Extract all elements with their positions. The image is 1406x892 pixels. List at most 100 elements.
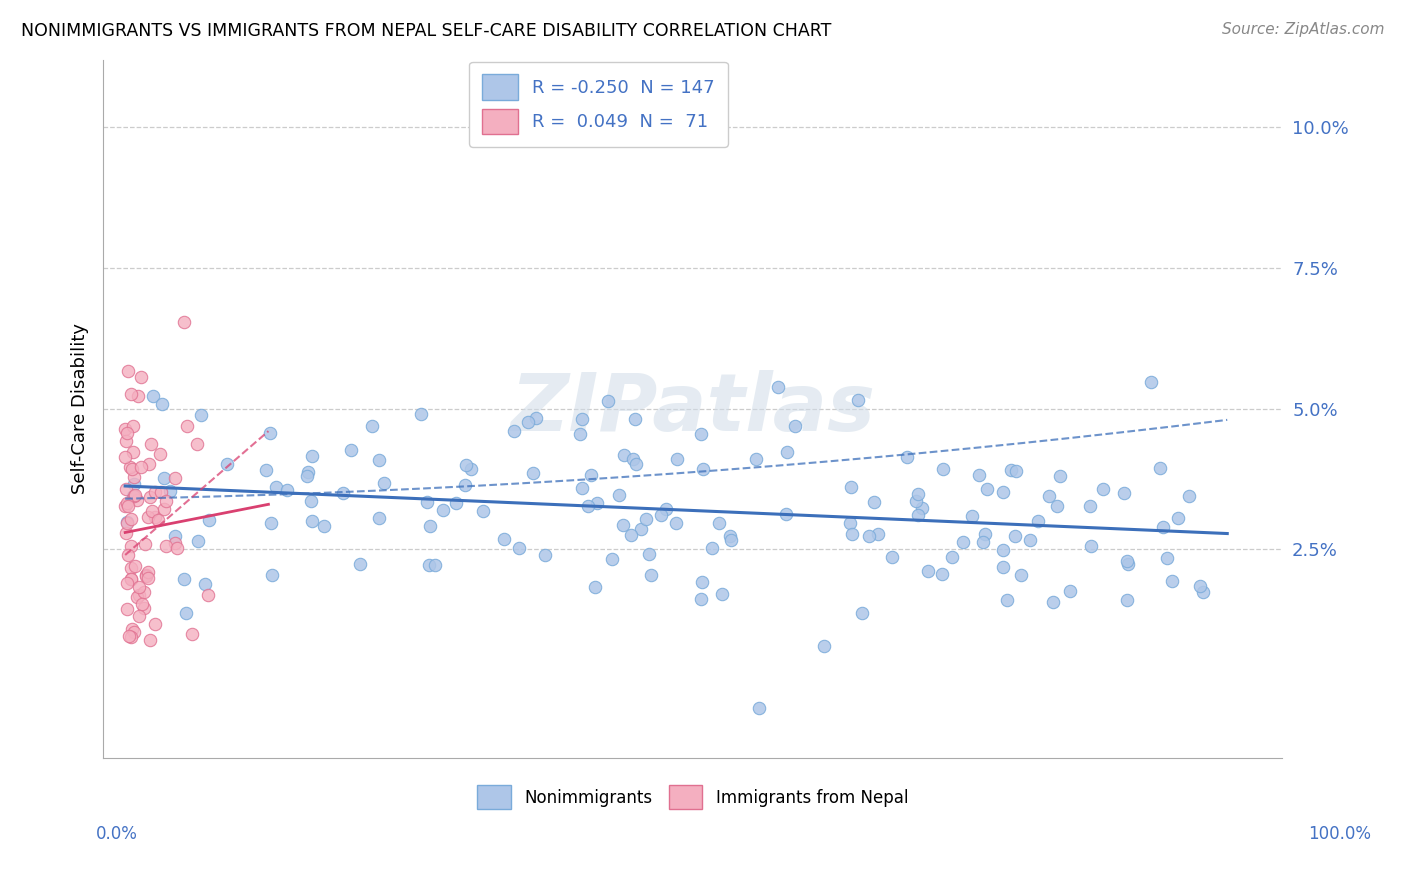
Point (839, 480, 862, 494)
Point (166, 541, 188, 555)
Point (1116, 557, 1139, 571)
Point (159, 484, 181, 499)
Point (115, 576, 138, 591)
Point (952, 535, 974, 549)
Point (128, 580, 150, 594)
Point (176, 418, 198, 433)
Point (710, 587, 733, 601)
Point (1026, 514, 1049, 528)
Point (655, 502, 678, 516)
Point (122, 477, 145, 491)
Y-axis label: Self-Care Disability: Self-Care Disability (72, 323, 89, 494)
Point (368, 452, 391, 467)
Point (718, 529, 741, 543)
Point (312, 519, 335, 533)
Point (139, 490, 162, 504)
Point (124, 488, 146, 502)
Point (373, 476, 395, 491)
Point (976, 482, 998, 496)
Point (143, 617, 166, 632)
Point (197, 588, 219, 602)
Point (142, 389, 165, 403)
Point (115, 525, 138, 540)
Text: 0.0%: 0.0% (96, 825, 138, 843)
Point (991, 560, 1014, 574)
Point (150, 485, 173, 500)
Point (301, 514, 323, 528)
Point (862, 495, 884, 509)
Point (607, 488, 630, 502)
Point (128, 609, 150, 624)
Point (689, 427, 711, 442)
Point (907, 508, 929, 523)
Point (454, 478, 477, 492)
Point (118, 629, 141, 643)
Point (1004, 528, 1026, 542)
Point (141, 504, 163, 518)
Point (152, 502, 174, 516)
Point (866, 527, 889, 541)
Point (1149, 461, 1171, 475)
Point (1167, 511, 1189, 525)
Point (117, 363, 139, 377)
Point (446, 496, 468, 510)
Point (666, 451, 689, 466)
Point (120, 512, 142, 526)
Point (115, 482, 138, 496)
Point (650, 508, 672, 522)
Point (124, 558, 146, 573)
Point (295, 468, 318, 483)
Point (1156, 550, 1178, 565)
Point (153, 470, 176, 484)
Point (139, 437, 162, 451)
Point (690, 592, 713, 607)
Point (665, 516, 688, 530)
Point (122, 418, 145, 433)
Point (190, 408, 212, 422)
Point (117, 500, 139, 514)
Point (932, 462, 955, 476)
Point (120, 572, 142, 586)
Point (155, 493, 177, 508)
Point (260, 516, 283, 531)
Point (569, 427, 592, 442)
Point (260, 567, 283, 582)
Point (534, 549, 557, 563)
Point (155, 539, 177, 553)
Point (127, 493, 149, 508)
Point (215, 457, 238, 471)
Point (576, 500, 599, 514)
Point (134, 536, 156, 550)
Point (117, 548, 139, 562)
Point (973, 526, 995, 541)
Point (775, 507, 797, 521)
Point (120, 540, 142, 554)
Point (620, 527, 643, 541)
Point (136, 571, 159, 585)
Point (128, 588, 150, 602)
Point (120, 630, 142, 644)
Point (583, 580, 606, 594)
Point (967, 467, 990, 482)
Point (1004, 464, 1026, 478)
Point (972, 534, 994, 549)
Point (136, 565, 159, 579)
Point (297, 465, 319, 479)
Point (1059, 583, 1081, 598)
Point (186, 437, 208, 451)
Point (571, 412, 593, 426)
Point (163, 528, 186, 542)
Point (131, 598, 153, 612)
Point (600, 551, 623, 566)
Point (148, 513, 170, 527)
Point (264, 480, 287, 494)
Point (1019, 533, 1042, 548)
Point (115, 425, 138, 440)
Point (748, 701, 770, 715)
Point (349, 558, 371, 572)
Point (150, 397, 173, 411)
Point (1188, 579, 1211, 593)
Point (409, 407, 432, 421)
Point (454, 458, 477, 472)
Point (114, 422, 136, 436)
